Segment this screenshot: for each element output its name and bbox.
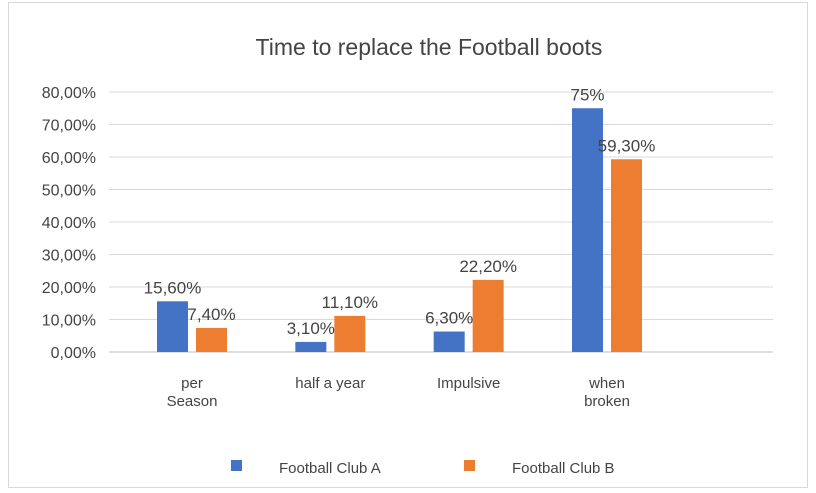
bar-club-b	[472, 279, 504, 352]
y-tick-label: 20,00%	[42, 280, 96, 297]
legend-label: Football Club A	[279, 460, 381, 477]
y-tick-label: 10,00%	[42, 313, 96, 330]
bar-club-a	[433, 331, 465, 352]
legend-swatch	[464, 460, 475, 471]
data-label: 59,30%	[598, 136, 656, 155]
chart-title: Time to replace the Football boots	[256, 34, 603, 60]
bar-club-b	[611, 159, 642, 352]
bar-club-a	[157, 301, 188, 352]
y-axis-ticks: 0,00% 10,00% 20,00% 30,00% 40,00% 50,00% 60,00…	[42, 85, 96, 362]
data-label: 75%	[570, 85, 604, 104]
bar-club-b	[196, 327, 227, 352]
y-tick-label: 50,00%	[42, 183, 96, 200]
chart-frame: Time to replace the Football boots 0,00%…	[8, 2, 808, 488]
bar-club-a	[572, 108, 603, 352]
grid-layer	[109, 91, 773, 353]
data-label: 3,10%	[287, 319, 335, 338]
y-tick-label: 0,00%	[51, 345, 96, 362]
category-label: when broken	[584, 375, 630, 410]
category-label: per Season	[167, 375, 218, 410]
data-label: 22,20%	[459, 257, 517, 276]
y-tick-label: 70,00%	[42, 118, 96, 135]
bar-club-b	[334, 315, 366, 352]
y-tick-label: 30,00%	[42, 248, 96, 265]
data-label: 15,60%	[144, 278, 202, 297]
data-label: 6,30%	[425, 309, 473, 328]
category-label: half a year	[295, 375, 365, 392]
legend: Football Club A Football Club B	[231, 460, 615, 477]
bar-club-a	[295, 341, 327, 352]
y-tick-label: 40,00%	[42, 215, 96, 232]
legend-swatch	[231, 460, 242, 471]
bar-layer	[157, 108, 642, 352]
data-label-layer: 15,60% 7,40% 3,10% 11,10% 6,30% 22,20% 75% 59,3…	[144, 85, 656, 338]
y-tick-label: 60,00%	[42, 150, 96, 167]
chart-svg: Time to replace the Football boots 0,00%…	[42, 34, 773, 477]
x-axis-categories: per Season half a year Impulsive when broken	[167, 375, 630, 410]
data-label: 11,10%	[322, 293, 378, 312]
category-label: Impulsive	[437, 375, 500, 392]
data-label: 7,40%	[187, 305, 235, 324]
y-tick-label: 80,00%	[42, 85, 96, 102]
legend-label: Football Club B	[512, 460, 615, 477]
